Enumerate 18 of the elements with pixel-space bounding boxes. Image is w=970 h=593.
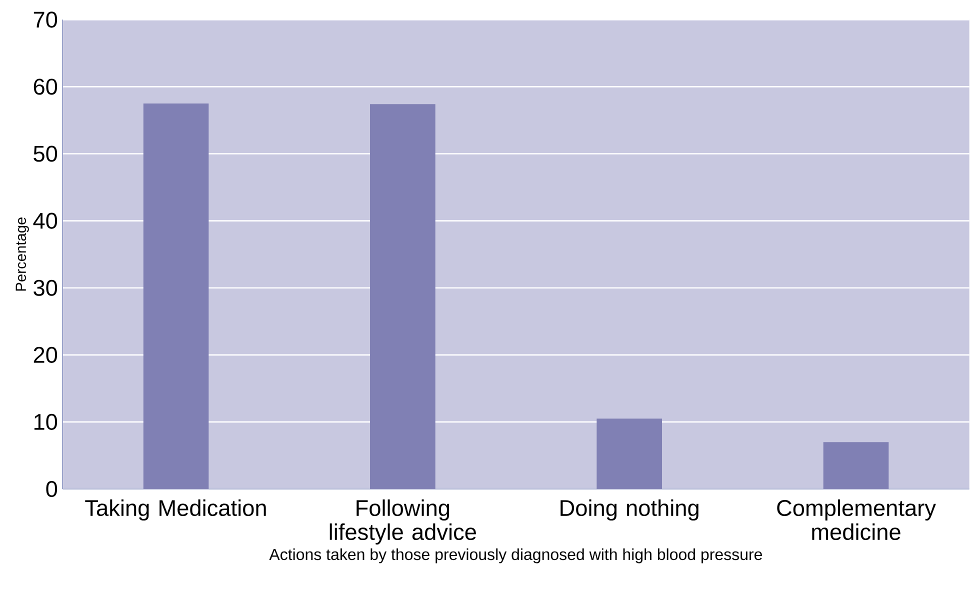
y-tick-label: 0 (46, 480, 58, 498)
bar (596, 418, 662, 489)
x-tick-label: Doing nothing (560, 499, 698, 521)
x-tick-label: Taking Medication (85, 499, 266, 521)
bar (370, 104, 436, 489)
y-tick-label: 60 (34, 78, 58, 95)
y-tick-label: 20 (34, 346, 58, 363)
y-tick-label: 10 (34, 414, 58, 430)
x-tick-label: Complementary medicine (777, 499, 936, 540)
y-tick-label: 50 (34, 146, 58, 162)
y-tick-label: 70 (34, 12, 58, 28)
bar (823, 442, 889, 489)
x-axis-title: Actions taken by those previously diagnosed with high blood pressure (269, 548, 762, 564)
y-tick-label: 40 (33, 212, 58, 229)
x-tick-label: Following lifestyle advice (330, 499, 476, 545)
y-tick-label: 30 (34, 280, 58, 296)
y-axis-title: Percentage (16, 217, 29, 291)
bar (143, 103, 209, 489)
